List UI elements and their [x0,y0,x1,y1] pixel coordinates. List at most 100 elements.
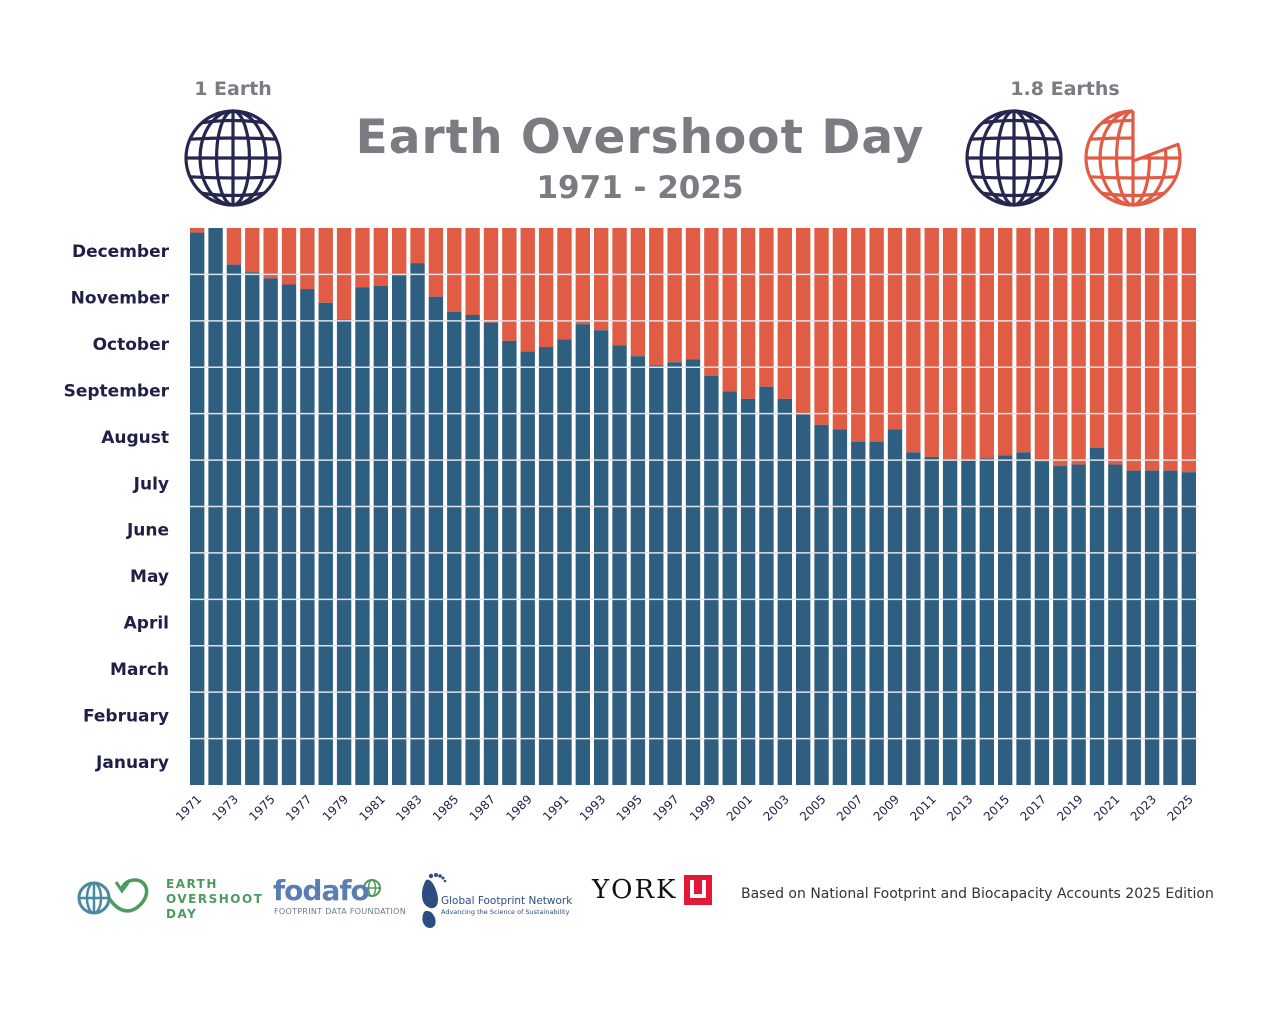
bar-remainder-1973 [226,228,242,265]
y-tick-label: January [95,753,169,773]
bar-overshoot-1971 [190,232,205,786]
x-tick-label: 2015 [981,792,1012,823]
bar-overshoot-2022 [1126,470,1141,785]
bar-overshoot-1995 [630,356,646,785]
chart-title: Earth Overshoot Day [355,110,925,165]
bar-remainder-1994 [612,228,627,346]
y-tick-label: September [64,381,170,401]
bar-remainder-1987 [483,228,499,323]
bar-overshoot-1991 [557,339,572,785]
bar-overshoot-2018 [1053,466,1068,785]
fodafo-globe-icon [363,879,381,897]
x-tick-label: 1973 [210,792,241,823]
bar-overshoot-1989 [520,351,535,785]
gfn-logo-text: Global Footprint Network [441,895,573,907]
y-tick-label: October [93,335,170,355]
x-tick-label: 2005 [797,792,828,823]
bar-overshoot-2000 [722,391,737,785]
bar-remainder-2021 [1108,228,1123,465]
bar-overshoot-2002 [759,386,774,785]
bar-remainder-2001 [740,228,756,399]
source-note: Based on National Footprint and Biocapac… [741,886,1214,902]
bar-remainder-2022 [1126,228,1141,471]
bar-remainder-1976 [281,228,297,285]
bar-overshoot-1994 [612,345,627,785]
bar-remainder-1986 [465,228,480,315]
x-tick-label: 1993 [577,792,608,823]
bar-overshoot-2023 [1144,470,1160,785]
bar-overshoot-2019 [1071,464,1086,785]
bar-overshoot-2024 [1163,470,1178,785]
bar-overshoot-1988 [502,340,517,785]
earth-overshoot-day-logo [77,878,149,915]
bar-overshoot-1978 [318,302,333,785]
x-tick-label: 2023 [1128,792,1159,823]
bar-overshoot-1987 [483,322,499,785]
bar-remainder-2013 [961,228,976,460]
bar-remainder-1988 [502,228,517,341]
bar-remainder-2025 [1181,228,1196,473]
y-tick-label: December [72,242,170,262]
bar-remainder-2018 [1053,228,1068,467]
x-tick-label: 1979 [320,792,351,823]
x-tick-label: 1987 [467,792,498,823]
bar-remainder-1985 [447,228,462,312]
bar-remainder-1983 [410,228,425,264]
bar-overshoot-1976 [281,284,297,785]
bar-remainder-2007 [851,228,866,442]
x-tick-label: 1999 [687,792,718,823]
bar-overshoot-1996 [649,365,664,785]
bar-remainder-1998 [685,228,701,360]
bar-remainder-2017 [1034,228,1050,462]
bar-overshoot-1990 [538,347,554,785]
x-tick-label: 1989 [503,792,534,823]
bar-overshoot-1998 [685,359,701,785]
x-tick-label: 2017 [1018,792,1049,823]
y-tick-label: June [126,521,169,541]
bar-remainder-2012 [942,228,958,460]
bar-overshoot-2011 [924,456,939,785]
x-tick-label: 2021 [1091,792,1122,823]
eod-logo-line: DAY [166,907,198,921]
york-logo-text: YORK [592,875,678,905]
bar-overshoot-2020 [1089,447,1105,785]
bar-overshoot-2009 [887,429,903,785]
x-tick-label: 2007 [834,792,865,823]
globe-icon [184,109,282,207]
x-tick-label: 1983 [393,792,424,823]
bar-overshoot-1992 [575,324,590,785]
bar-remainder-2008 [869,228,884,442]
bar-overshoot-1977 [300,289,315,785]
bar-overshoot-1982 [392,275,407,785]
x-tick-label: 2003 [760,792,791,823]
bar-overshoot-2001 [740,398,756,785]
bar-remainder-2002 [759,228,774,387]
x-tick-label: 1977 [283,792,314,823]
bar-remainder-1991 [557,228,572,340]
bar-remainder-1974 [245,228,260,273]
bar-remainder-1996 [649,228,664,366]
bar-remainder-1977 [300,228,315,290]
bars-group [190,228,1196,786]
bar-overshoot-2013 [961,459,976,785]
bar-remainder-2015 [998,228,1013,456]
bar-overshoot-1981 [373,285,388,785]
x-tick-label: 2011 [907,792,938,823]
x-tick-label: 2013 [944,792,975,823]
x-tick-label: 2009 [871,792,902,823]
bar-overshoot-2006 [832,429,848,785]
bar-overshoot-1997 [667,362,682,785]
y-tick-label: February [83,706,169,726]
y-axis-labels: January February March April May June July Augu… [64,242,170,773]
bar-overshoot-1975 [263,278,278,785]
bar-remainder-2014 [979,228,994,459]
bar-overshoot-2010 [906,452,921,785]
bar-remainder-1982 [392,228,407,276]
york-u-logo [684,875,712,905]
bar-remainder-1999 [704,228,719,377]
bar-remainder-1993 [594,228,609,331]
x-tick-label: 1995 [614,792,645,823]
x-tick-label: 1985 [430,792,461,823]
bar-remainder-2005 [814,228,829,425]
